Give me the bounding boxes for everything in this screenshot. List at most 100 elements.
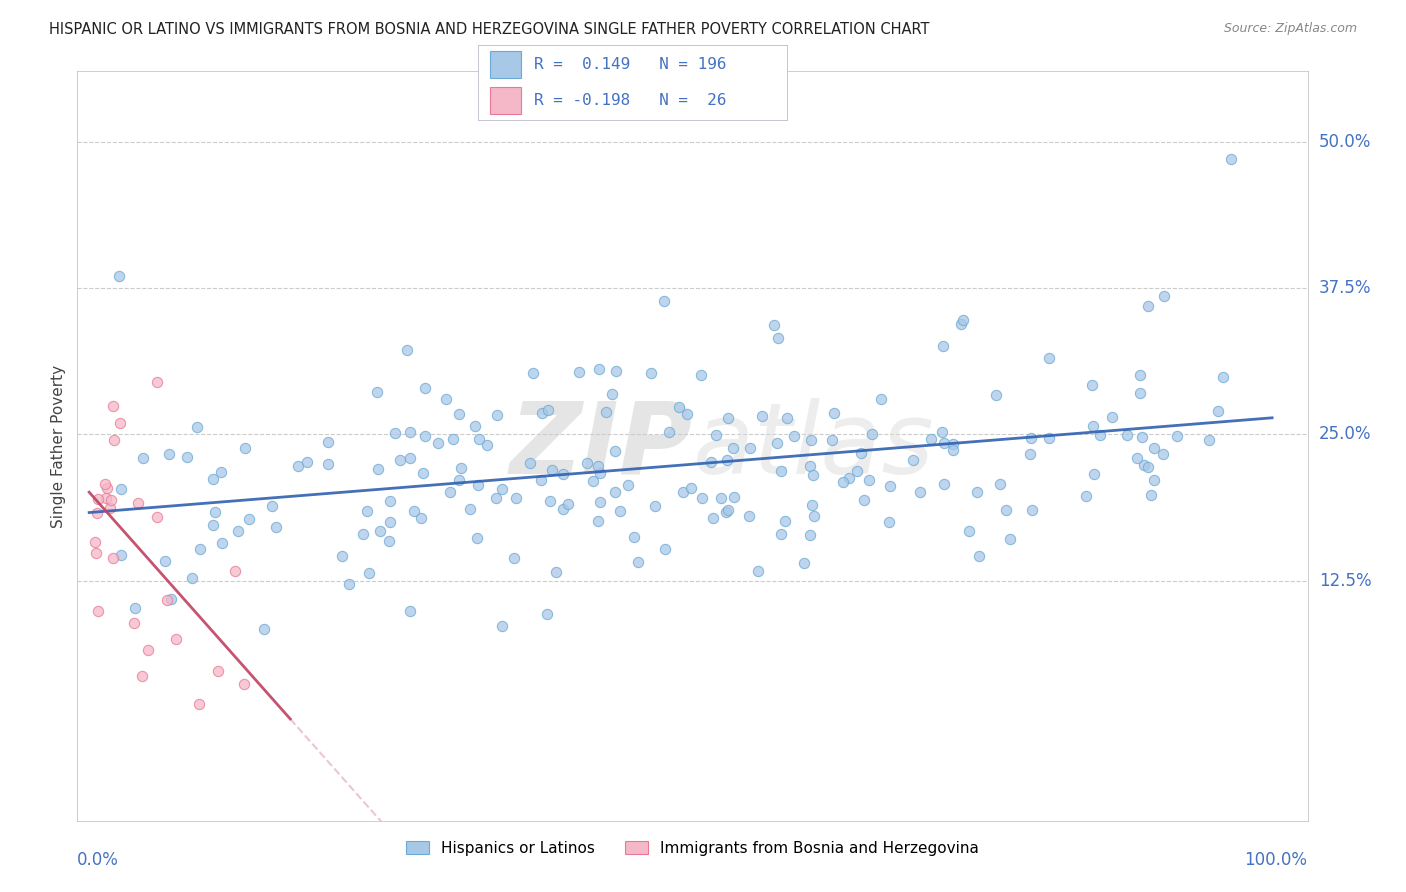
Point (366, 384, 388, 399)
Point (1130, 430, 1153, 444)
Point (838, 471, 860, 485)
Point (546, 565, 568, 579)
Point (356, 504, 378, 518)
Point (710, 491, 733, 505)
Point (714, 505, 737, 519)
Point (984, 387, 1007, 401)
Point (1133, 458, 1156, 472)
Point (1143, 441, 1166, 455)
Point (737, 509, 759, 524)
Point (450, 461, 472, 475)
Point (586, 514, 609, 528)
Point (94, 476, 117, 491)
Point (588, 362, 610, 376)
Point (717, 503, 740, 517)
Point (87, 492, 110, 507)
Point (1019, 447, 1042, 461)
Point (207, 664, 229, 678)
Point (1153, 288, 1175, 302)
Point (801, 467, 824, 482)
Point (738, 442, 761, 456)
Point (413, 381, 436, 395)
Point (136, 643, 159, 657)
Point (96, 491, 118, 505)
Point (1129, 386, 1152, 401)
Point (127, 496, 149, 510)
Point (122, 615, 145, 630)
Point (464, 419, 486, 434)
Point (723, 490, 745, 504)
Point (679, 481, 702, 495)
Point (188, 541, 211, 556)
Point (644, 499, 666, 513)
Text: 0.0%: 0.0% (77, 851, 120, 869)
Point (260, 499, 283, 513)
Point (107, 269, 129, 284)
Point (233, 442, 256, 456)
Point (233, 676, 256, 690)
Point (877, 515, 900, 529)
Point (202, 472, 225, 486)
Point (589, 466, 612, 480)
Point (395, 343, 418, 357)
Point (762, 318, 785, 332)
Point (692, 491, 714, 505)
Bar (491, 87, 522, 113)
Point (860, 427, 883, 442)
Point (84, 535, 107, 549)
Point (491, 619, 513, 633)
Point (702, 510, 724, 524)
Point (110, 482, 132, 496)
Point (783, 429, 806, 443)
Point (721, 441, 744, 455)
Point (131, 668, 153, 682)
Point (530, 474, 553, 488)
Point (86, 546, 108, 560)
Point (1125, 450, 1147, 465)
Point (932, 339, 955, 353)
Text: ZIP: ZIP (509, 398, 693, 494)
Point (821, 433, 844, 447)
Point (201, 517, 224, 532)
Point (413, 429, 436, 443)
Point (823, 406, 845, 420)
Point (582, 475, 605, 489)
Point (460, 501, 482, 516)
Point (101, 399, 124, 413)
Text: HISPANIC OR LATINO VS IMMIGRANTS FROM BOSNIA AND HERZEGOVINA SINGLE FATHER POVER: HISPANIC OR LATINO VS IMMIGRANTS FROM BO… (49, 22, 929, 37)
Point (1019, 431, 1042, 445)
Point (1081, 419, 1104, 434)
Point (1212, 369, 1234, 384)
Point (378, 515, 401, 529)
Point (557, 497, 579, 511)
Text: 25.0%: 25.0% (1319, 425, 1371, 443)
Point (176, 450, 198, 464)
Point (238, 512, 260, 526)
Point (799, 458, 821, 473)
Point (879, 479, 901, 493)
Point (160, 592, 183, 607)
Point (204, 505, 226, 519)
Text: 50.0%: 50.0% (1319, 133, 1371, 151)
Bar (491, 52, 522, 78)
Text: 100.0%: 100.0% (1244, 851, 1308, 869)
Point (623, 531, 645, 545)
Text: 37.5%: 37.5% (1319, 279, 1371, 297)
Point (799, 528, 821, 542)
Point (931, 425, 953, 439)
Point (699, 455, 721, 469)
Point (627, 555, 650, 569)
Text: 12.5%: 12.5% (1319, 572, 1371, 590)
Point (952, 313, 974, 327)
Y-axis label: Single Father Poverty: Single Father Poverty (51, 365, 66, 527)
Point (468, 432, 491, 446)
Point (447, 407, 470, 421)
Point (477, 438, 499, 452)
Point (316, 457, 339, 471)
Point (751, 409, 773, 423)
Point (404, 503, 426, 517)
Text: atlas: atlas (693, 398, 934, 494)
Point (1000, 533, 1022, 547)
Point (942, 437, 965, 451)
Text: R =  0.149   N = 196: R = 0.149 N = 196 (534, 57, 727, 72)
